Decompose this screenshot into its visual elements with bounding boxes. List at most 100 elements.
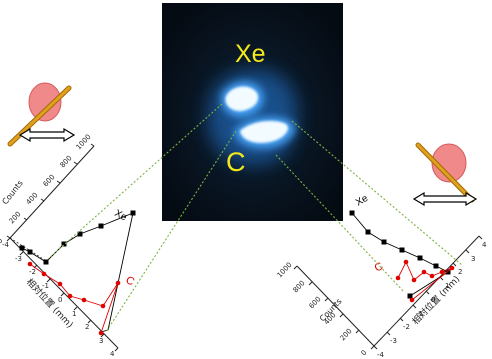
left-count-tick-1000: 1000	[75, 133, 93, 151]
left-c-point	[41, 271, 47, 277]
left-pos-tick-0: 0	[58, 296, 62, 304]
left-pos-tick-n4: -4	[2, 241, 10, 249]
right-c-point	[429, 273, 435, 279]
right-c-series-label: C	[373, 260, 386, 274]
left-xe-series-label: Xe	[113, 208, 129, 224]
right-xe-point	[407, 293, 413, 299]
left-pos-tick-2: 2	[85, 323, 89, 331]
double-arrow-icon	[412, 191, 478, 207]
left-c-point	[81, 297, 87, 303]
left-pos-tick-3: 3	[99, 337, 103, 345]
right-xe-point	[417, 255, 423, 261]
left-position-label: 相対位置 (mm)	[24, 276, 76, 331]
left-baseline	[9, 237, 49, 263]
left-pos-tick-4: 4	[110, 350, 115, 358]
left-c-point	[100, 303, 106, 309]
left-c-point	[98, 330, 104, 336]
red-disc-icon	[28, 82, 62, 122]
orange-rod-icon-fill	[416, 143, 474, 202]
xe-spot	[225, 86, 259, 112]
right-pos-tick-n4: -4	[377, 351, 385, 359]
right-plot: -4 -3 -2 -1 0 1 2 3 4 相対位置 (mm) 0 200 40…	[276, 193, 487, 359]
red-disc-icon	[431, 143, 467, 183]
double-arrow-icon	[18, 127, 76, 143]
right-position-ticks	[373, 235, 483, 350]
right-pos-tick-2: 2	[458, 268, 462, 276]
left-xe-point	[27, 249, 33, 255]
right-count-tick-600: 600	[308, 295, 323, 310]
right-xe-point	[349, 210, 355, 216]
left-count-tick-600: 600	[42, 173, 57, 188]
right-c-point	[439, 269, 445, 275]
left-c-series-label: C	[124, 274, 137, 288]
connector-line	[105, 130, 237, 333]
left-pos-tick-n3: -3	[15, 255, 22, 263]
right-pos-tick-3: 3	[471, 255, 475, 263]
right-pos-tick-n3: -3	[390, 337, 397, 345]
left-pos-tick-n1: -1	[42, 282, 49, 290]
right-pos-tick-n2: -2	[403, 323, 410, 331]
left-c-point	[27, 261, 33, 267]
right-c-point	[403, 259, 409, 265]
glow-image	[162, 3, 343, 221]
right-count-tick-1000: 1000	[276, 261, 294, 279]
camera-image: Xe C	[162, 3, 343, 221]
right-c-point	[421, 269, 427, 275]
left-xe-point	[130, 210, 136, 216]
left-count-tick-0: 0	[0, 237, 5, 246]
left-plot: 0 200 400 600 800 1000 Counts -4 -3	[0, 133, 136, 358]
right-pos-tick-1: 1	[445, 282, 449, 290]
left-counts-axis	[9, 145, 95, 239]
left-xe-points	[19, 210, 136, 265]
left-xe-point	[61, 241, 67, 247]
right-target-icon-group	[412, 142, 478, 207]
left-count-tick-800: 800	[59, 154, 74, 169]
left-xe-point	[98, 223, 104, 229]
connector-line	[47, 103, 223, 260]
left-count-tick-400: 400	[25, 191, 40, 206]
left-pos-tick-n2: -2	[29, 268, 36, 276]
left-xe-point	[77, 231, 83, 237]
right-xe-point	[445, 269, 451, 275]
connector-line	[275, 154, 405, 293]
left-c-points	[27, 261, 121, 336]
connector-line	[291, 120, 463, 266]
left-c-line	[29, 263, 119, 334]
right-pos-tick-n1: -1	[416, 310, 423, 318]
right-c-point	[409, 297, 415, 303]
right-pos-tick-0: 0	[431, 296, 435, 304]
connector-lines	[47, 103, 463, 333]
left-target-icon-group	[7, 82, 76, 147]
right-count-ticks	[293, 265, 375, 350]
left-xe-point	[43, 259, 49, 265]
c-spot-label: C	[226, 147, 246, 177]
right-c-points	[395, 259, 455, 303]
left-xe-line	[21, 212, 134, 333]
left-count-tick-200: 200	[8, 210, 23, 225]
left-counts-label: Counts	[0, 179, 24, 207]
right-c-point	[449, 265, 455, 271]
left-c-point	[67, 293, 73, 299]
right-c-point	[395, 275, 401, 281]
right-count-tick-200: 200	[339, 327, 354, 342]
left-c-point	[115, 280, 121, 286]
right-xe-point	[433, 263, 439, 269]
right-count-tick-800: 800	[292, 279, 307, 294]
xe-spot-label: Xe	[235, 40, 266, 68]
left-c-point	[57, 281, 63, 287]
right-xe-points	[349, 210, 451, 299]
left-xe-point	[19, 245, 25, 251]
right-count-tick-0: 0	[360, 349, 369, 358]
right-counts-axis	[296, 265, 375, 347]
left-pos-tick-1: 1	[72, 310, 76, 318]
right-xe-point	[381, 239, 387, 245]
left-position-ticks	[6, 237, 119, 352]
right-xe-point	[365, 229, 371, 235]
right-c-point	[411, 277, 417, 283]
c-spot	[240, 120, 289, 143]
right-xe-point	[399, 247, 405, 253]
right-pos-tick-4: 4	[482, 241, 487, 249]
right-xe-series-label: Xe	[354, 193, 370, 209]
